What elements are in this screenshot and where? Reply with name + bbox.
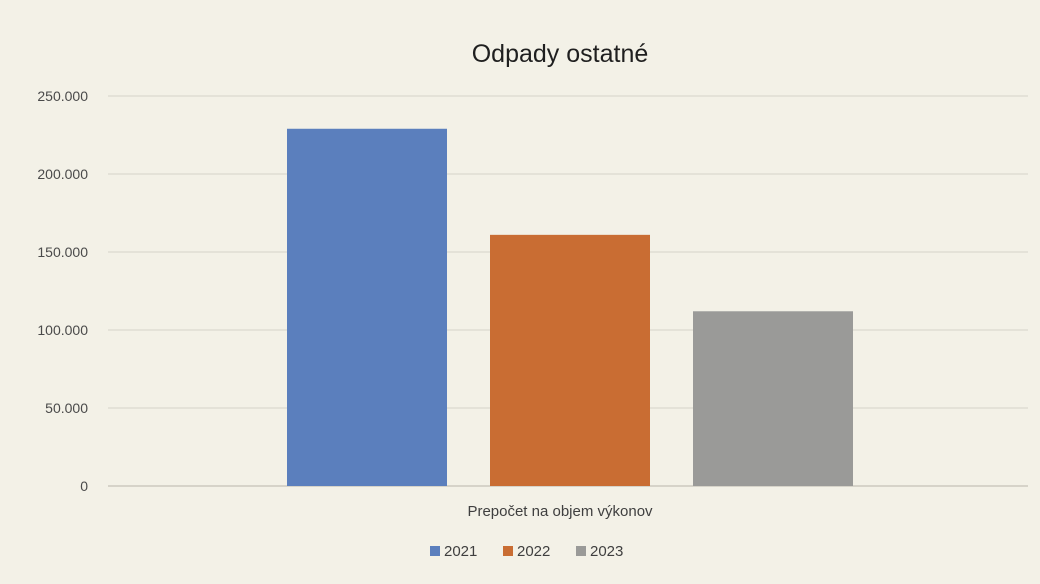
category-label: Prepočet na objem výkonov [467, 503, 653, 520]
legend-label-2022: 2022 [517, 543, 550, 560]
bar-2021 [287, 129, 447, 486]
y-tick-label: 250.000 [37, 88, 88, 104]
chart-title: Odpady ostatné [472, 40, 649, 68]
legend-label-2023: 2023 [590, 543, 623, 560]
legend-swatch-2023 [576, 546, 586, 556]
legend-swatch-2021 [430, 546, 440, 556]
y-tick-label: 0 [80, 478, 88, 494]
y-tick-label: 50.000 [45, 400, 88, 416]
bar-2023 [693, 311, 853, 486]
y-tick-label: 150.000 [37, 244, 88, 260]
bar-2022 [490, 235, 650, 486]
y-tick-label: 200.000 [37, 166, 88, 182]
legend: 2021 2022 2023 [430, 543, 623, 560]
y-tick-label: 100.000 [37, 322, 88, 338]
legend-swatch-2022 [503, 546, 513, 556]
legend-label-2021: 2021 [444, 543, 477, 560]
